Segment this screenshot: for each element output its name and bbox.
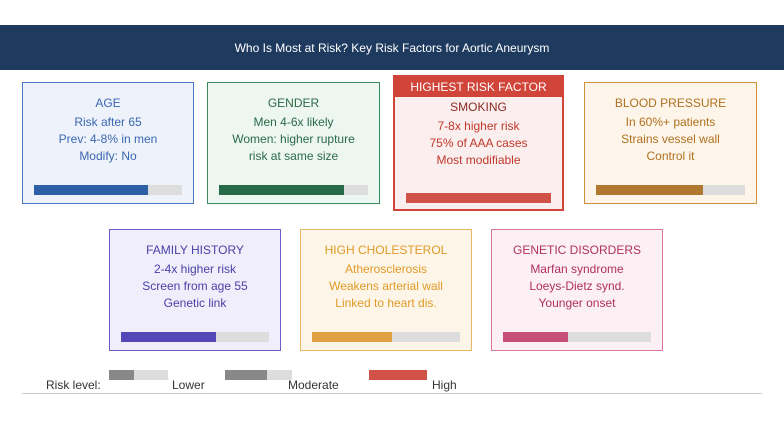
risk-bar-fill [596, 185, 704, 195]
card-badge: HIGHEST RISK FACTOR [395, 77, 562, 97]
header-title: Who Is Most at Risk? Key Risk Factors fo… [0, 25, 784, 70]
card-title: GENETIC DISORDERS [512, 243, 641, 257]
risk-bar [312, 332, 460, 342]
risk-bar [121, 332, 269, 342]
card-line: Genetic link [163, 296, 227, 310]
card-line: Linked to heart dis. [335, 296, 437, 310]
risk-card: BLOOD PRESSURE In 60%+ patients Strains ve… [584, 82, 757, 204]
risk-card: GENETIC DISORDERS Marfan syndrome Loeys-Di… [491, 229, 663, 351]
card-line: In 60%+ patients [625, 115, 716, 129]
risk-bar [406, 193, 551, 203]
legend-item: Lower [172, 378, 205, 392]
card-title: GENDER [267, 96, 320, 110]
risk-bar-fill [312, 332, 392, 342]
card-line: Modify: No [79, 149, 137, 163]
card-line: Women: higher rupture [232, 132, 355, 146]
risk-bar [219, 185, 368, 195]
card-line: Atherosclerosis [344, 262, 428, 276]
card-line: Strains vessel wall [621, 132, 720, 146]
risk-bar-fill [219, 185, 345, 195]
card-line: Control it [646, 149, 695, 163]
risk-bar-fill [503, 332, 569, 342]
legend-item: Moderate [288, 378, 339, 392]
card-title: HIGH CHOLESTEROL [324, 243, 448, 257]
card-line: 75% of AAA cases [429, 136, 528, 150]
risk-card: GENDER Men 4-6x likely Women: higher ruptu… [207, 82, 380, 204]
card-line: Weakens arterial wall [329, 279, 443, 293]
risk-bar-fill [406, 193, 551, 203]
card-line: Younger onset [538, 296, 616, 310]
card-line: Marfan syndrome [530, 262, 624, 276]
card-line: 7-8x higher risk [437, 119, 520, 133]
legend-item: High [432, 378, 457, 392]
card-line: Loeys-Dietz synd. [529, 279, 625, 293]
card-line: risk at same size [248, 149, 339, 163]
risk-card: FAMILY HISTORY 2-4x higher risk Screen fro… [109, 229, 281, 351]
divider [22, 393, 762, 394]
card-line: Men 4-6x likely [253, 115, 334, 129]
card-title: BLOOD PRESSURE [614, 96, 727, 110]
risk-bar [503, 332, 651, 342]
risk-card: HIGH CHOLESTEROL Atherosclerosis Weakens a… [300, 229, 472, 351]
legend-swatch [109, 370, 168, 380]
card-line: Most modifiable [436, 153, 521, 167]
card-title: SMOKING [450, 100, 507, 114]
card-line: Risk after 65 [74, 115, 142, 129]
risk-bar [596, 185, 745, 195]
legend-swatch [225, 370, 292, 380]
card-line: Screen from age 55 [142, 279, 248, 293]
legend-swatch-fill [369, 370, 427, 380]
card-line: Prev: 4-8% in men [58, 132, 158, 146]
risk-bar-fill [121, 332, 216, 342]
risk-card: AGE Risk after 65 Prev: 4-8% in men Modify:… [22, 82, 194, 204]
legend-swatch [369, 370, 427, 380]
card-title: AGE [95, 96, 121, 110]
risk-bar-fill [34, 185, 148, 195]
legend-swatch-fill [109, 370, 134, 380]
risk-card: HIGHEST RISK FACTOR SMOKING 7-8x higher ri… [393, 75, 564, 211]
risk-bar [34, 185, 182, 195]
card-title: FAMILY HISTORY [146, 243, 244, 257]
legend-label: Risk level: [46, 378, 101, 392]
card-line: 2-4x higher risk [153, 262, 237, 276]
legend-swatch-fill [225, 370, 268, 380]
